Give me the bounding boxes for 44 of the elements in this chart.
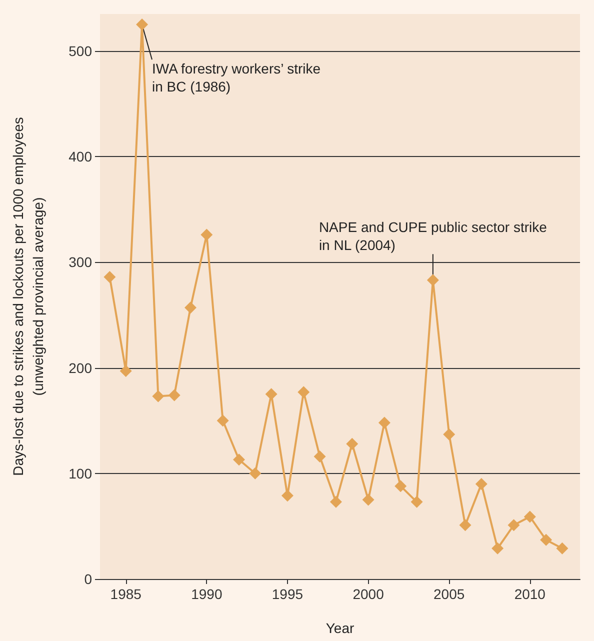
y-tick-label: 0 (84, 571, 92, 587)
point (168, 389, 180, 402)
x-tick-label: 2010 (514, 586, 546, 602)
y-axis-title: Days-lost due to strikes and lockouts per 1000 employees (unweighted provincial average) (10, 117, 46, 476)
y-tick-label: 300 (68, 254, 92, 270)
point (136, 18, 148, 31)
point (524, 510, 536, 523)
y-tick-label: 200 (68, 360, 92, 376)
x-tick-label: 1990 (191, 586, 222, 602)
point (314, 450, 326, 462)
annotation: NAPE and CUPE public sector strike in NL (2004) (318, 219, 548, 254)
y-tick-label: 400 (68, 148, 92, 165)
point (459, 519, 472, 532)
point (298, 386, 310, 398)
x-tick-label: 1985 (110, 586, 142, 602)
point (330, 496, 342, 508)
point (249, 467, 262, 480)
x-tick-label: 2005 (434, 586, 465, 602)
point (492, 542, 504, 554)
y-tick-label: 500 (68, 42, 92, 59)
x-tick-label: 1995 (272, 586, 304, 602)
y-tick-label: 100 (68, 465, 92, 482)
point (200, 228, 213, 241)
point (394, 480, 407, 492)
point (410, 496, 423, 508)
point (475, 478, 488, 490)
point (426, 274, 439, 286)
point (120, 364, 132, 377)
point (556, 542, 568, 554)
point (216, 414, 229, 427)
annotation: IWA forestry workers’ strike in BC (1986) (152, 60, 321, 95)
point (152, 390, 164, 402)
point (232, 454, 245, 466)
point (378, 416, 390, 429)
point (184, 302, 197, 314)
point (362, 494, 374, 506)
point (104, 270, 116, 283)
point (443, 428, 456, 440)
x-tick-label: 2000 (352, 586, 384, 602)
point (508, 519, 520, 532)
point (346, 438, 358, 450)
point (540, 534, 552, 546)
x-axis-title: Year (326, 620, 354, 636)
point (281, 490, 294, 502)
